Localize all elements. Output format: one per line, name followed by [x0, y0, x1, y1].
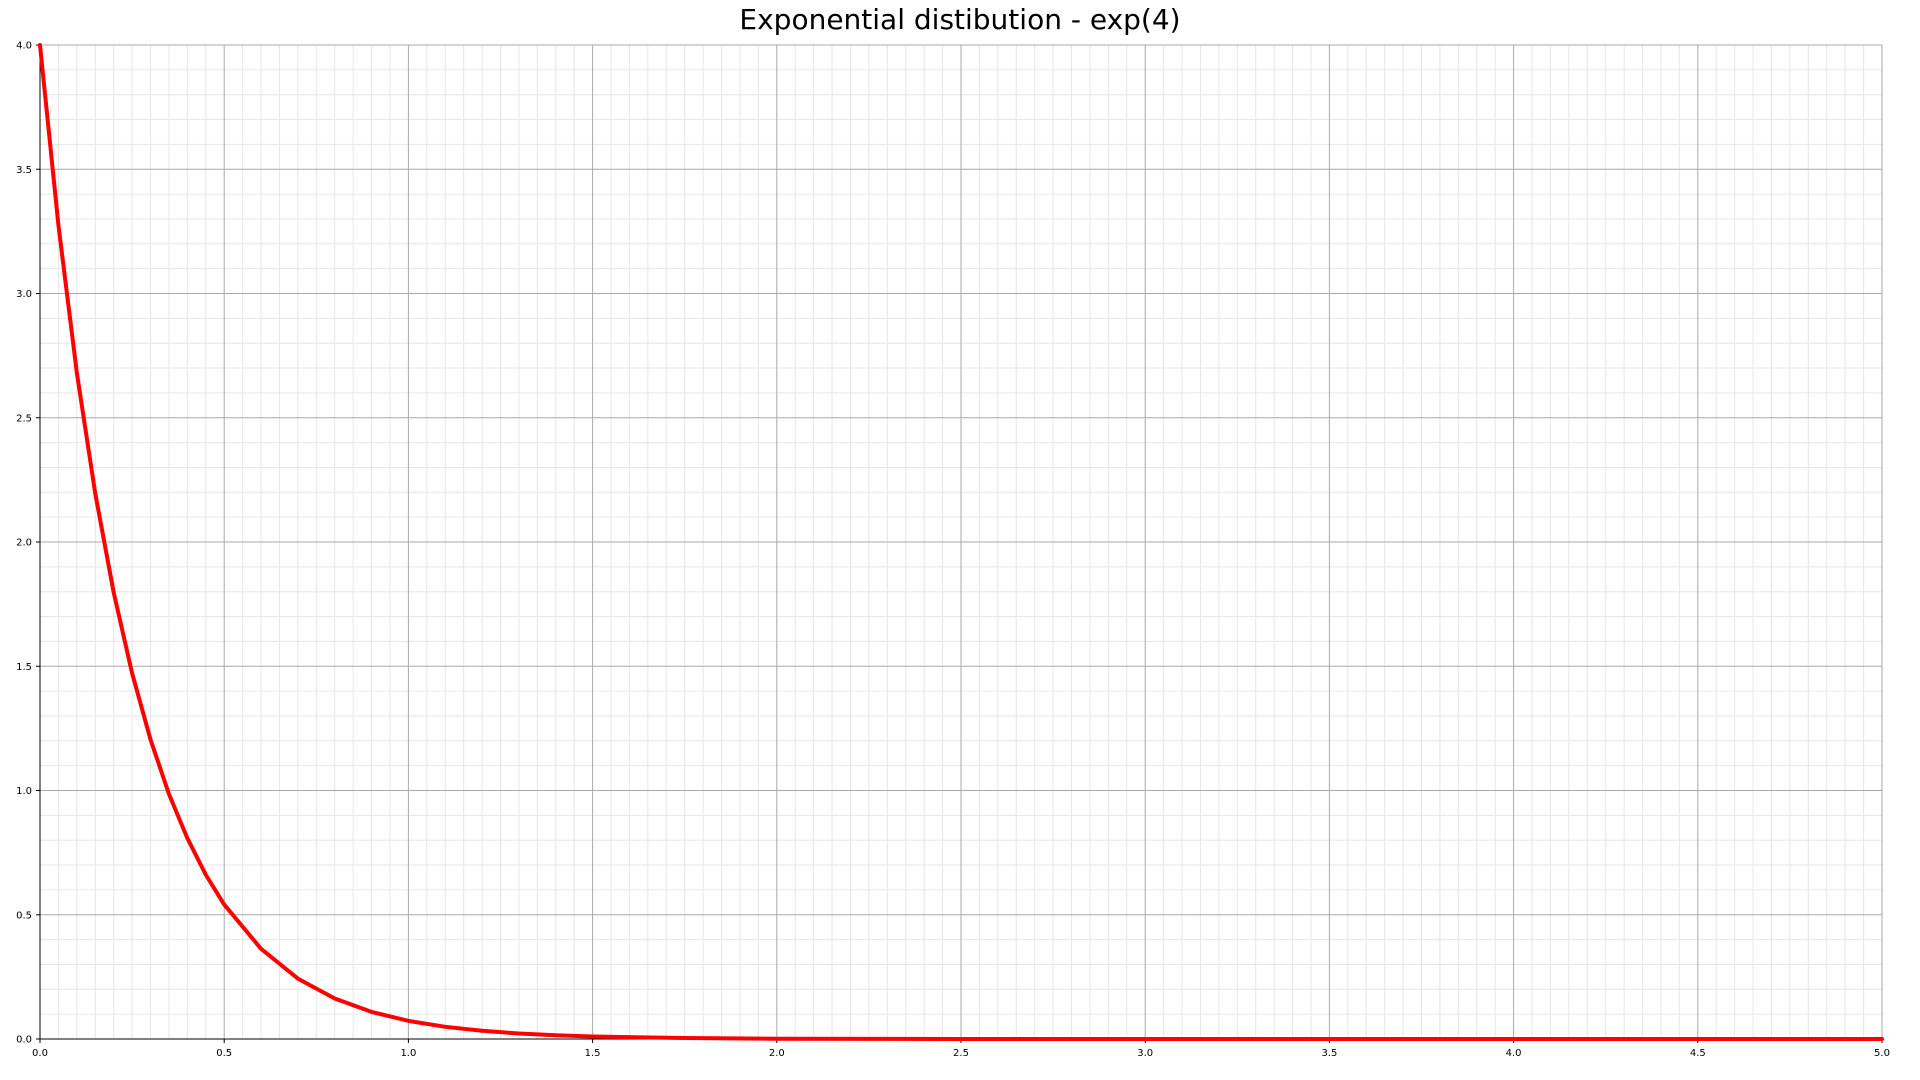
y-tick-label: 2.0 [16, 538, 32, 549]
x-axis-ticks: 0.0 0.5 1.0 1.5 2.0 2.5 3.0 3.5 4.0 4.5 5.0 [32, 1039, 1890, 1059]
y-tick-label: 3.5 [16, 165, 32, 176]
y-axis-ticks: 0.0 0.5 1.0 1.5 2.0 2.5 3.0 3.5 4.0 [16, 41, 40, 1046]
y-tick-label: 3.0 [16, 289, 32, 300]
x-tick-label: 0.0 [32, 1048, 48, 1059]
y-tick-label: 1.5 [16, 662, 32, 673]
series-line [38, 43, 1884, 1041]
major-gridlines [39, 44, 1883, 1040]
x-tick-label: 2.5 [953, 1048, 969, 1059]
x-tick-label: 3.0 [1137, 1048, 1153, 1059]
x-tick-label: 0.5 [216, 1048, 232, 1059]
y-tick-label: 0.5 [16, 910, 32, 921]
y-tick-label: 1.0 [16, 786, 32, 797]
x-tick-label: 1.0 [400, 1048, 416, 1059]
chart-title: Exponential distibution - exp(4) [739, 3, 1181, 36]
x-tick-label: 1.5 [585, 1048, 601, 1059]
x-tick-label: 5.0 [1874, 1048, 1890, 1059]
x-tick-label: 3.5 [1321, 1048, 1337, 1059]
series-layer [38, 43, 1884, 1041]
x-tick-label: 2.0 [769, 1048, 785, 1059]
y-tick-label: 4.0 [16, 41, 32, 52]
x-tick-label: 4.5 [1690, 1048, 1706, 1059]
x-tick-label: 4.0 [1506, 1048, 1522, 1059]
y-tick-label: 0.0 [16, 1035, 32, 1046]
y-tick-label: 2.5 [16, 413, 32, 424]
